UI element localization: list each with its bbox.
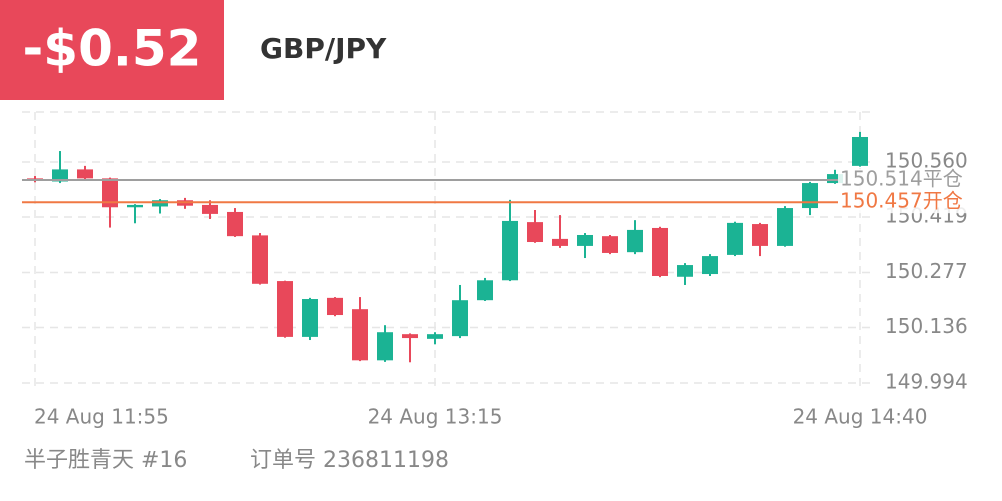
y-tick-label: 149.994 [885,369,968,393]
candle-body [377,332,393,361]
position-label-bg [838,168,970,191]
x-tick-label: 24 Aug 11:55 [34,405,169,429]
candle-body [102,178,118,208]
candle-body [577,234,593,246]
candle-body [477,280,493,301]
x-tick-label: 24 Aug 14:40 [793,405,928,429]
candle-body [502,220,518,281]
candle-body [77,169,93,179]
y-tick-label: 150.560 [885,148,968,172]
user: 半子胜青天 #16 [24,448,187,473]
candle-body [452,300,468,337]
y-tick-label: 150.277 [885,259,968,283]
candle-body [227,211,243,237]
candle-body [402,334,418,339]
candle-body [527,222,543,243]
position-label: 150.514平仓 [840,166,963,190]
candle-body [302,299,318,337]
candle-body [277,281,293,337]
candle-body [777,208,793,246]
candle-body [427,334,443,339]
candle-body [127,204,143,208]
candle-body [202,204,218,214]
candle-body [852,136,868,166]
candle-body [652,227,668,276]
candle-body [327,297,343,316]
candle-body [252,235,268,284]
x-tick-label: 24 Aug 13:15 [368,405,503,429]
pair: GBP/JPY [260,32,387,65]
candle-body [677,265,693,277]
candle-body [52,169,68,182]
y-tick-label: 150.136 [885,314,968,338]
candle-body [352,309,368,361]
pnl-badge [0,0,224,100]
position-label-bg [838,191,970,214]
candle-body [827,174,843,184]
candle-body [152,200,168,207]
position-label: 150.457开仓 [840,189,963,213]
candle-body [802,183,818,209]
candle-body [727,222,743,255]
candle-body [702,256,718,275]
candle-body [552,238,568,246]
pnl: -$0.52 [23,20,202,78]
candle-body [752,224,768,246]
candle-body [602,236,618,253]
order-number: 订单号 236811198 [250,448,449,473]
candle-body [627,229,643,253]
